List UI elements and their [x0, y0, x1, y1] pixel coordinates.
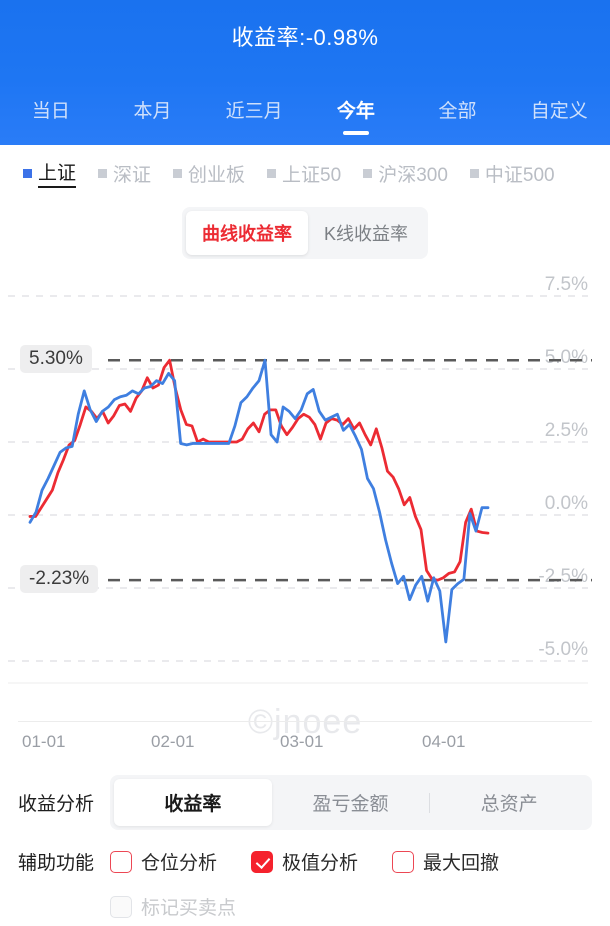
tab-period-3[interactable]: 今年 — [305, 96, 407, 145]
chart-series-lines — [28, 358, 490, 644]
app-header: 收益率:-0.98% 当日 本月 近三月 今年 全部 自定义 — [0, 0, 610, 145]
svg-text:2.5%: 2.5% — [545, 420, 588, 441]
legend-square-icon — [469, 168, 479, 178]
index-item-4-label: 沪深300 — [378, 164, 448, 186]
aux-line-1: 仓位分析 极值分析 最大回撤 — [110, 848, 592, 875]
index-item-1-label: 深证 — [113, 164, 152, 186]
brand-logo-text: 同花顺 — [282, 919, 375, 926]
tab-period-5[interactable]: 自定义 — [508, 96, 610, 145]
tab-period-2-label: 近三月 — [225, 101, 283, 122]
tab-period-1[interactable]: 本月 — [102, 96, 204, 145]
index-item-3-label: 上证50 — [282, 164, 342, 186]
index-item-hushen300[interactable]: 沪深300 — [354, 160, 457, 187]
analysis-row: 收益分析 收益率 盈亏金额 总资产 — [0, 761, 610, 838]
tab-period-0-label: 当日 — [31, 101, 70, 122]
analysis-total-assets-button[interactable]: 总资产 — [480, 794, 538, 815]
aux-line-2: 标记买卖点 — [110, 893, 592, 920]
tab-period-1-label: 本月 — [133, 101, 172, 122]
chart-series-收益率 — [28, 358, 490, 582]
index-item-zhongzheng500[interactable]: 中证500 — [461, 160, 564, 187]
mode-curve-return-button[interactable]: 曲线收益率 — [185, 211, 308, 255]
tab-period-2[interactable]: 近三月 — [203, 96, 305, 145]
svg-text:0.0%: 0.0% — [545, 493, 588, 514]
checkbox-icon — [392, 850, 415, 873]
chart-mode-segment: 曲线收益率 K线收益率 — [181, 207, 428, 259]
tab-period-4-label: 全部 — [438, 101, 477, 122]
index-item-shenzheng[interactable]: 深证 — [89, 160, 160, 187]
analysis-divider — [429, 792, 431, 813]
legend-square-icon — [363, 168, 373, 178]
tab-period-0[interactable]: 当日 — [0, 96, 102, 145]
page-title: 收益率:-0.98% — [231, 25, 379, 50]
watermark-brand: 同花顺 — [243, 919, 375, 926]
chart-series-上证 — [28, 358, 490, 644]
x-tick-0: 01-01 — [22, 732, 66, 751]
legend-square-icon — [98, 168, 108, 178]
extreme-min-label: -2.23% — [20, 565, 99, 594]
tab-period-3-label: 今年 — [336, 101, 375, 122]
index-item-chuangyeban[interactable]: 创业板 — [164, 160, 254, 187]
period-tab-bar: 当日 本月 近三月 今年 全部 自定义 — [0, 83, 610, 145]
chart-extreme-lines — [108, 358, 592, 582]
index-item-2-label: 创业板 — [188, 164, 246, 186]
checkbox-mark-trades-label: 标记买卖点 — [141, 898, 237, 919]
aux-checkbox-grid: 仓位分析 极值分析 最大回撤 标记买卖点 — [110, 848, 592, 920]
aux-label: 辅助功能 — [18, 853, 95, 874]
legend-square-icon — [173, 168, 183, 178]
svg-text:-2.5%: -2.5% — [538, 566, 588, 587]
index-item-shangzheng[interactable]: 上证 — [14, 158, 85, 188]
aux-row: 辅助功能 仓位分析 极值分析 最大回撤 标记买卖点 — [0, 838, 610, 920]
index-item-shangzheng50[interactable]: 上证50 — [258, 160, 350, 187]
checkbox-extreme-analysis-label: 极值分析 — [282, 853, 359, 874]
checkbox-extreme-analysis[interactable]: 极值分析 — [251, 848, 358, 875]
x-tick-1: 02-01 — [151, 732, 195, 751]
checkbox-icon — [110, 850, 133, 873]
chart-gridlines — [8, 295, 588, 684]
return-chart[interactable]: 7.5%5.0%2.5%0.0%-2.5%-5.0% ©jnoee 同花顺 5.… — [0, 271, 610, 741]
legend-square-icon — [23, 168, 32, 178]
x-tick-2: 03-01 — [280, 732, 324, 751]
checkbox-position-analysis[interactable]: 仓位分析 — [110, 848, 217, 875]
checkbox-disabled-icon — [110, 895, 133, 918]
index-item-0-label: 上证 — [38, 158, 77, 188]
svg-text:5.0%: 5.0% — [545, 347, 588, 368]
chart-x-axis: 01-01 02-01 03-01 04-01 — [18, 721, 592, 761]
analysis-label: 收益分析 — [18, 794, 95, 815]
analysis-pnl-amount-button[interactable]: 盈亏金额 — [312, 794, 389, 815]
svg-text:7.5%: 7.5% — [545, 274, 588, 295]
checkbox-checked-icon — [251, 850, 274, 873]
chart-canvas: 7.5% 5.0% 2.5% 0.0% -2.5% -5.0% — [8, 274, 592, 684]
chart-y-tick-labels: 7.5% 5.0% 2.5% 0.0% -2.5% -5.0% — [538, 274, 588, 660]
checkbox-max-drawdown-label: 最大回撤 — [423, 853, 500, 874]
checkbox-max-drawdown[interactable]: 最大回撤 — [392, 848, 499, 875]
index-legend-row: 上证 深证 创业板 上证50 沪深300 中证500 — [0, 145, 610, 201]
chart-mode-row: 曲线收益率 K线收益率 — [0, 201, 610, 271]
extreme-max-label: 5.30% — [20, 345, 92, 374]
x-tick-3: 04-01 — [422, 732, 466, 751]
index-item-5-label: 中证500 — [484, 164, 555, 186]
tab-period-5-label: 自定义 — [530, 101, 588, 122]
watermark-text: ©jnoee — [248, 703, 363, 741]
checkbox-position-analysis-label: 仓位分析 — [141, 853, 218, 874]
checkbox-mark-trades: 标记买卖点 — [110, 893, 236, 920]
legend-square-icon — [267, 168, 277, 178]
analysis-segment: 收益率 盈亏金额 总资产 — [110, 775, 592, 830]
mode-kline-return-button[interactable]: K线收益率 — [323, 224, 408, 244]
analysis-return-rate-button[interactable]: 收益率 — [114, 779, 272, 826]
svg-text:-5.0%: -5.0% — [538, 639, 588, 660]
tab-period-4[interactable]: 全部 — [407, 96, 509, 145]
